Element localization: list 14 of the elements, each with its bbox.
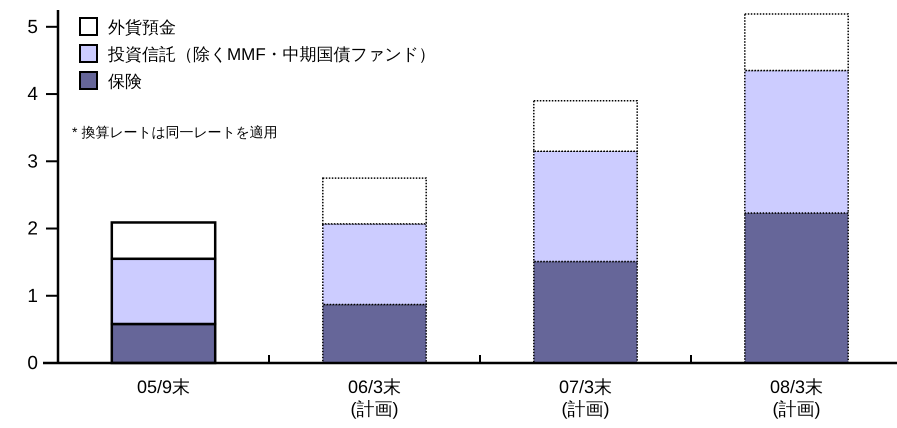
y-tick-label: 0 [27,353,38,374]
legend-label: 外貨預金 [108,18,176,37]
y-tick-label: 4 [27,84,38,106]
x-tick-label: 06/3末 (計画) [348,377,402,419]
y-tick-label: 3 [27,151,38,172]
legend-label: 投資信託（除くMMF・中期国債ファンド） [107,45,436,64]
x-tick-label: 05/9末 [136,377,190,397]
legend-label: 保険 [108,72,142,91]
y-tick-label: 2 [27,218,38,240]
y-tick-label: 5 [27,16,38,38]
x-tick-label: 08/3末 (計画) [770,377,824,419]
x-tick-label: 07/3末 (計画) [558,377,612,419]
y-tick-label: 1 [27,286,38,307]
annotation: * 換算レートは同一レートを適用 [72,124,278,140]
